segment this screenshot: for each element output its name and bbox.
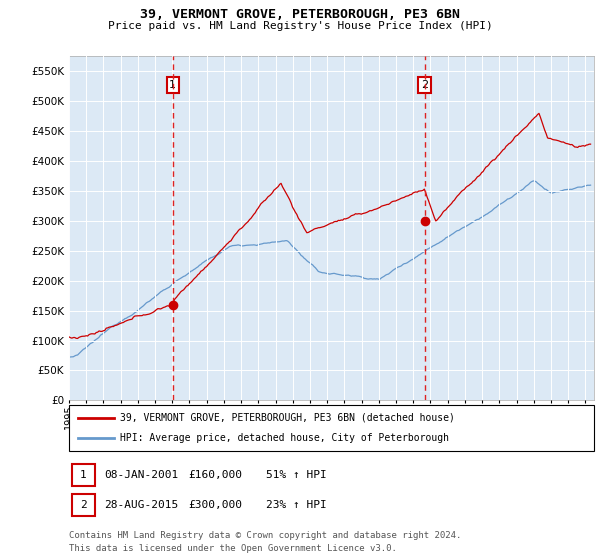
Text: HPI: Average price, detached house, City of Peterborough: HPI: Average price, detached house, City… [120, 433, 449, 443]
Text: 23% ↑ HPI: 23% ↑ HPI [266, 500, 326, 510]
Text: Contains HM Land Registry data © Crown copyright and database right 2024.: Contains HM Land Registry data © Crown c… [69, 531, 461, 540]
Text: 08-JAN-2001: 08-JAN-2001 [104, 470, 178, 480]
Text: This data is licensed under the Open Government Licence v3.0.: This data is licensed under the Open Gov… [69, 544, 397, 553]
Text: 1: 1 [169, 80, 176, 90]
Text: £300,000: £300,000 [188, 500, 242, 510]
Text: Price paid vs. HM Land Registry's House Price Index (HPI): Price paid vs. HM Land Registry's House … [107, 21, 493, 31]
Text: £160,000: £160,000 [188, 470, 242, 480]
Text: 2: 2 [421, 80, 428, 90]
Text: 1: 1 [80, 470, 87, 480]
Text: 39, VERMONT GROVE, PETERBOROUGH, PE3 6BN: 39, VERMONT GROVE, PETERBOROUGH, PE3 6BN [140, 8, 460, 21]
Text: 39, VERMONT GROVE, PETERBOROUGH, PE3 6BN (detached house): 39, VERMONT GROVE, PETERBOROUGH, PE3 6BN… [120, 413, 455, 423]
Text: 2: 2 [80, 500, 87, 510]
Text: 51% ↑ HPI: 51% ↑ HPI [266, 470, 326, 480]
Text: 28-AUG-2015: 28-AUG-2015 [104, 500, 178, 510]
